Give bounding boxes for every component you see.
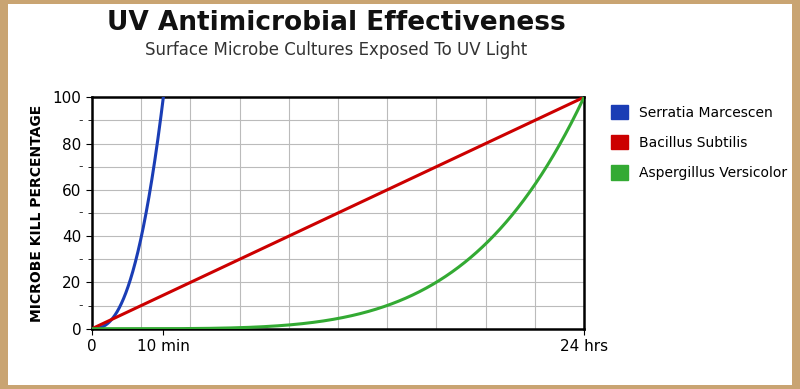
Text: -: -: [78, 299, 83, 312]
Text: -: -: [78, 114, 83, 127]
Text: UV Antimicrobial Effectiveness: UV Antimicrobial Effectiveness: [106, 10, 566, 36]
Text: Surface Microbe Cultures Exposed To UV Light: Surface Microbe Cultures Exposed To UV L…: [145, 41, 527, 59]
Text: -: -: [78, 160, 83, 173]
Legend: Serratia Marcescen, Bacillus Subtilis, Aspergillus Versicolor: Serratia Marcescen, Bacillus Subtilis, A…: [606, 100, 793, 186]
Text: -: -: [78, 253, 83, 266]
Y-axis label: MICROBE KILL PERCENTAGE: MICROBE KILL PERCENTAGE: [30, 104, 44, 322]
Text: -: -: [78, 207, 83, 219]
